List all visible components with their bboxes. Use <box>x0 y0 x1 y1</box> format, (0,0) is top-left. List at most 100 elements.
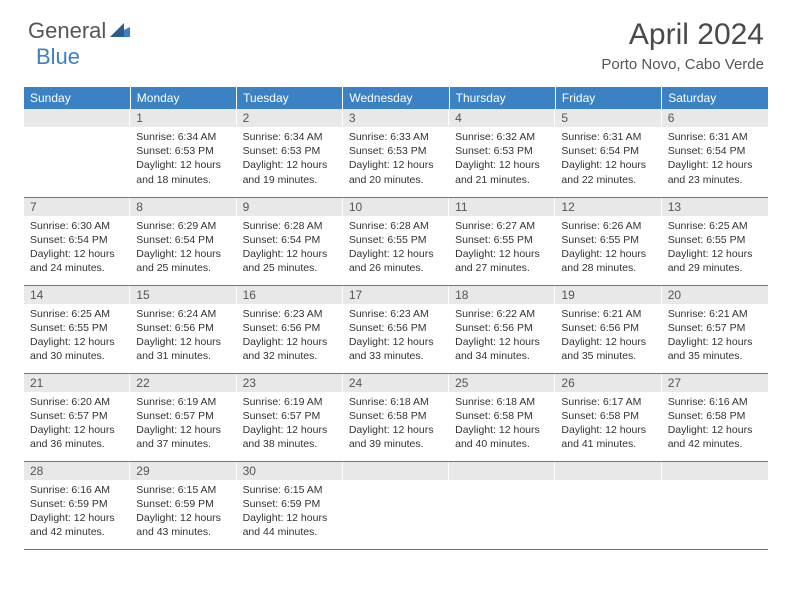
calendar-cell: 15Sunrise: 6:24 AMSunset: 6:56 PMDayligh… <box>130 285 236 373</box>
day-number <box>555 462 661 480</box>
day-number: 14 <box>24 286 130 304</box>
calendar-cell: 24Sunrise: 6:18 AMSunset: 6:58 PMDayligh… <box>343 373 449 461</box>
calendar-cell: 22Sunrise: 6:19 AMSunset: 6:57 PMDayligh… <box>130 373 236 461</box>
day-number: 29 <box>130 462 236 480</box>
day-details: Sunrise: 6:28 AMSunset: 6:54 PMDaylight:… <box>237 216 343 280</box>
calendar-cell: 29Sunrise: 6:15 AMSunset: 6:59 PMDayligh… <box>130 461 236 549</box>
day-number: 5 <box>555 109 661 127</box>
calendar-row: 21Sunrise: 6:20 AMSunset: 6:57 PMDayligh… <box>24 373 768 461</box>
day-details: Sunrise: 6:28 AMSunset: 6:55 PMDaylight:… <box>343 216 449 280</box>
day-number: 7 <box>24 198 130 216</box>
day-details: Sunrise: 6:15 AMSunset: 6:59 PMDaylight:… <box>237 480 343 544</box>
calendar-cell: 23Sunrise: 6:19 AMSunset: 6:57 PMDayligh… <box>237 373 343 461</box>
weekday-header: Saturday <box>662 87 768 109</box>
calendar-row: 28Sunrise: 6:16 AMSunset: 6:59 PMDayligh… <box>24 461 768 549</box>
calendar-cell: 1Sunrise: 6:34 AMSunset: 6:53 PMDaylight… <box>130 109 236 197</box>
day-details: Sunrise: 6:20 AMSunset: 6:57 PMDaylight:… <box>24 392 130 456</box>
calendar-cell: 19Sunrise: 6:21 AMSunset: 6:56 PMDayligh… <box>555 285 661 373</box>
brand-part2-wrap: Blue <box>36 44 80 70</box>
day-details: Sunrise: 6:34 AMSunset: 6:53 PMDaylight:… <box>130 127 236 191</box>
calendar-cell: 25Sunrise: 6:18 AMSunset: 6:58 PMDayligh… <box>449 373 555 461</box>
calendar-cell: 2Sunrise: 6:34 AMSunset: 6:53 PMDaylight… <box>237 109 343 197</box>
calendar-cell: 12Sunrise: 6:26 AMSunset: 6:55 PMDayligh… <box>555 197 661 285</box>
header: General April 2024 Porto Novo, Cabo Verd… <box>0 0 792 81</box>
day-number <box>24 109 130 127</box>
brand-logo: General <box>28 18 132 44</box>
day-details: Sunrise: 6:33 AMSunset: 6:53 PMDaylight:… <box>343 127 449 191</box>
weekday-header: Monday <box>130 87 236 109</box>
day-number: 1 <box>130 109 236 127</box>
day-details: Sunrise: 6:21 AMSunset: 6:57 PMDaylight:… <box>662 304 768 368</box>
day-number: 25 <box>449 374 555 392</box>
arrow-icon <box>110 21 130 42</box>
calendar-cell: 6Sunrise: 6:31 AMSunset: 6:54 PMDaylight… <box>662 109 768 197</box>
day-number: 27 <box>662 374 768 392</box>
day-number: 24 <box>343 374 449 392</box>
day-details: Sunrise: 6:15 AMSunset: 6:59 PMDaylight:… <box>130 480 236 544</box>
weekday-header: Thursday <box>449 87 555 109</box>
calendar-cell: 13Sunrise: 6:25 AMSunset: 6:55 PMDayligh… <box>662 197 768 285</box>
day-details: Sunrise: 6:22 AMSunset: 6:56 PMDaylight:… <box>449 304 555 368</box>
day-details: Sunrise: 6:24 AMSunset: 6:56 PMDaylight:… <box>130 304 236 368</box>
day-details: Sunrise: 6:31 AMSunset: 6:54 PMDaylight:… <box>662 127 768 191</box>
calendar-cell-empty <box>449 461 555 549</box>
day-number: 20 <box>662 286 768 304</box>
day-details: Sunrise: 6:34 AMSunset: 6:53 PMDaylight:… <box>237 127 343 191</box>
calendar-cell: 4Sunrise: 6:32 AMSunset: 6:53 PMDaylight… <box>449 109 555 197</box>
weekday-header: Sunday <box>24 87 130 109</box>
day-number: 12 <box>555 198 661 216</box>
calendar-cell: 26Sunrise: 6:17 AMSunset: 6:58 PMDayligh… <box>555 373 661 461</box>
calendar-cell: 27Sunrise: 6:16 AMSunset: 6:58 PMDayligh… <box>662 373 768 461</box>
calendar-cell: 17Sunrise: 6:23 AMSunset: 6:56 PMDayligh… <box>343 285 449 373</box>
calendar-cell: 11Sunrise: 6:27 AMSunset: 6:55 PMDayligh… <box>449 197 555 285</box>
calendar-cell: 7Sunrise: 6:30 AMSunset: 6:54 PMDaylight… <box>24 197 130 285</box>
calendar-cell: 30Sunrise: 6:15 AMSunset: 6:59 PMDayligh… <box>237 461 343 549</box>
day-number: 2 <box>237 109 343 127</box>
calendar-header-row: SundayMondayTuesdayWednesdayThursdayFrid… <box>24 87 768 109</box>
day-number: 23 <box>237 374 343 392</box>
day-details: Sunrise: 6:23 AMSunset: 6:56 PMDaylight:… <box>237 304 343 368</box>
day-number: 30 <box>237 462 343 480</box>
day-details: Sunrise: 6:26 AMSunset: 6:55 PMDaylight:… <box>555 216 661 280</box>
calendar-cell: 10Sunrise: 6:28 AMSunset: 6:55 PMDayligh… <box>343 197 449 285</box>
day-number <box>343 462 449 480</box>
day-number: 13 <box>662 198 768 216</box>
day-details: Sunrise: 6:19 AMSunset: 6:57 PMDaylight:… <box>130 392 236 456</box>
calendar-row: 7Sunrise: 6:30 AMSunset: 6:54 PMDaylight… <box>24 197 768 285</box>
day-number: 11 <box>449 198 555 216</box>
day-details: Sunrise: 6:19 AMSunset: 6:57 PMDaylight:… <box>237 392 343 456</box>
day-number: 22 <box>130 374 236 392</box>
calendar-cell: 14Sunrise: 6:25 AMSunset: 6:55 PMDayligh… <box>24 285 130 373</box>
calendar-table: SundayMondayTuesdayWednesdayThursdayFrid… <box>24 87 768 550</box>
day-details: Sunrise: 6:25 AMSunset: 6:55 PMDaylight:… <box>24 304 130 368</box>
brand-part1: General <box>28 18 106 44</box>
day-details: Sunrise: 6:32 AMSunset: 6:53 PMDaylight:… <box>449 127 555 191</box>
calendar-cell-empty <box>24 109 130 197</box>
calendar-cell: 16Sunrise: 6:23 AMSunset: 6:56 PMDayligh… <box>237 285 343 373</box>
brand-part2: Blue <box>36 44 80 69</box>
day-number: 4 <box>449 109 555 127</box>
day-details: Sunrise: 6:16 AMSunset: 6:58 PMDaylight:… <box>662 392 768 456</box>
day-number <box>449 462 555 480</box>
calendar-cell-empty <box>555 461 661 549</box>
calendar-cell-empty <box>343 461 449 549</box>
day-number: 17 <box>343 286 449 304</box>
weekday-header: Tuesday <box>237 87 343 109</box>
day-number: 10 <box>343 198 449 216</box>
calendar-row: 14Sunrise: 6:25 AMSunset: 6:55 PMDayligh… <box>24 285 768 373</box>
calendar-row: 1Sunrise: 6:34 AMSunset: 6:53 PMDaylight… <box>24 109 768 197</box>
day-details: Sunrise: 6:16 AMSunset: 6:59 PMDaylight:… <box>24 480 130 544</box>
title-block: April 2024 Porto Novo, Cabo Verde <box>601 18 764 73</box>
weekday-header: Friday <box>555 87 661 109</box>
day-details: Sunrise: 6:17 AMSunset: 6:58 PMDaylight:… <box>555 392 661 456</box>
calendar-cell: 3Sunrise: 6:33 AMSunset: 6:53 PMDaylight… <box>343 109 449 197</box>
day-details: Sunrise: 6:18 AMSunset: 6:58 PMDaylight:… <box>343 392 449 456</box>
calendar-cell: 8Sunrise: 6:29 AMSunset: 6:54 PMDaylight… <box>130 197 236 285</box>
day-details: Sunrise: 6:23 AMSunset: 6:56 PMDaylight:… <box>343 304 449 368</box>
day-number: 15 <box>130 286 236 304</box>
day-details: Sunrise: 6:29 AMSunset: 6:54 PMDaylight:… <box>130 216 236 280</box>
day-number <box>662 462 768 480</box>
day-number: 19 <box>555 286 661 304</box>
day-number: 26 <box>555 374 661 392</box>
day-number: 6 <box>662 109 768 127</box>
